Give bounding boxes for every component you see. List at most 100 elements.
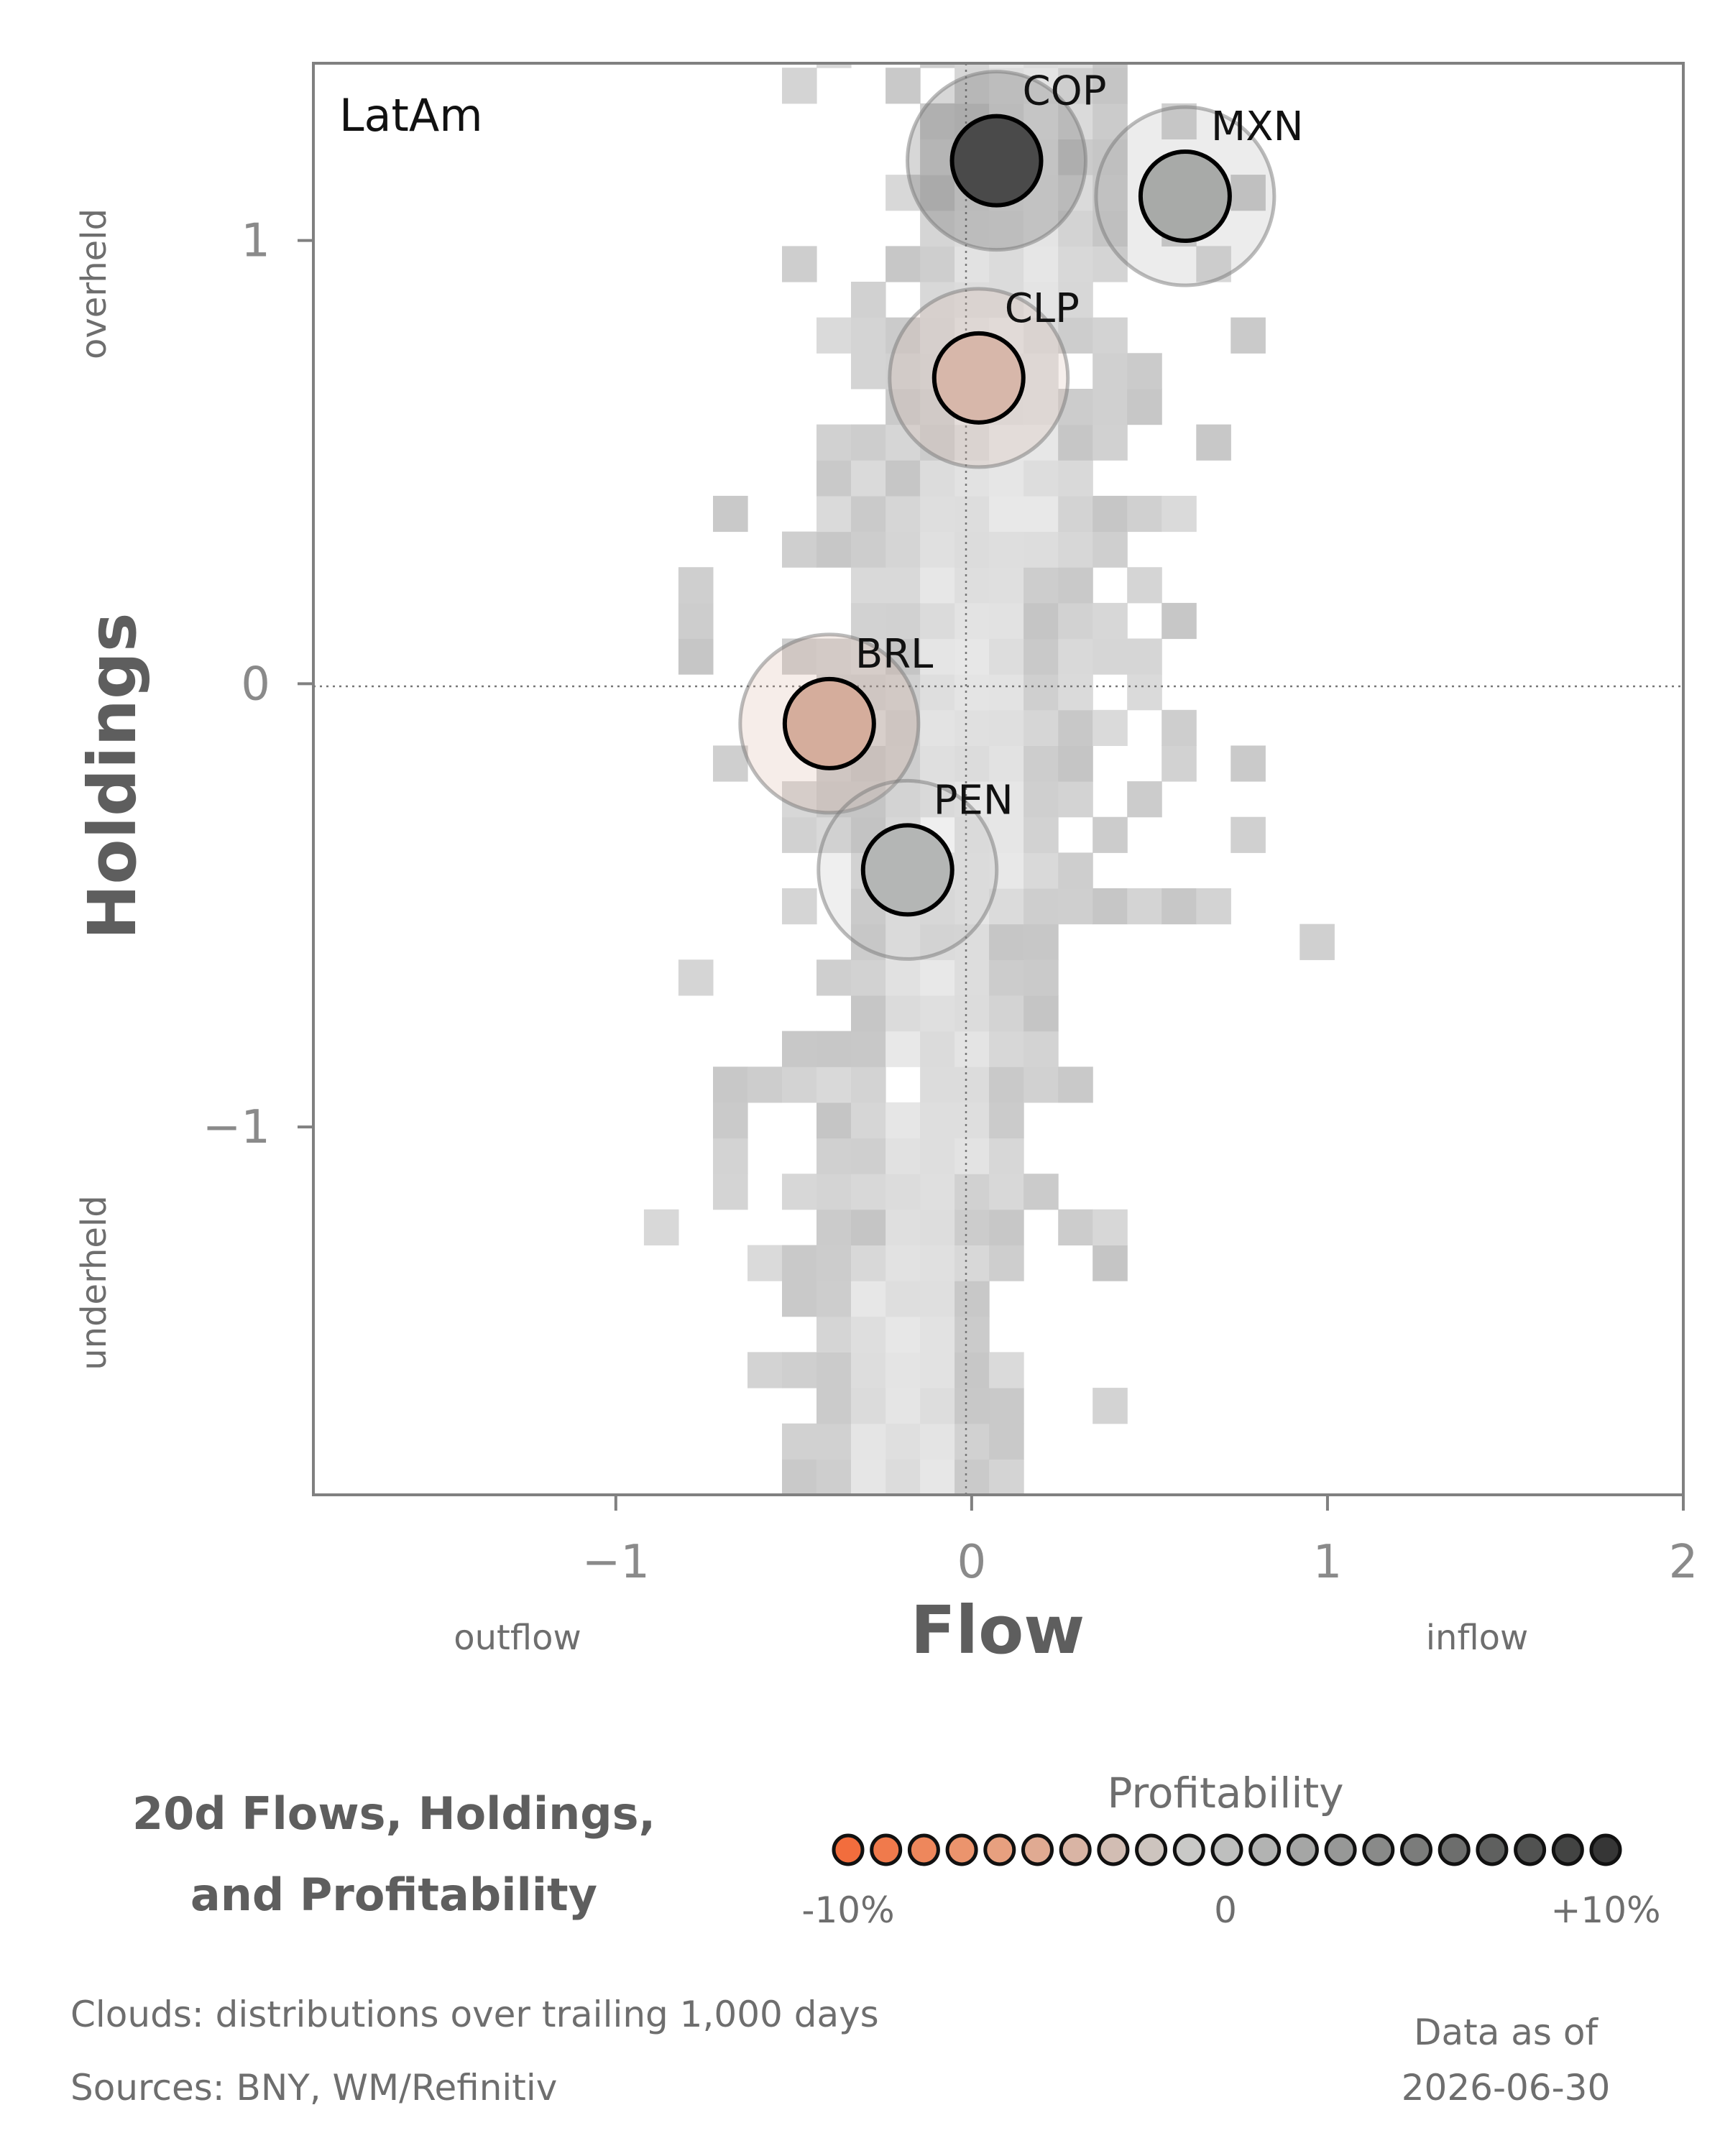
point-cop <box>949 114 1044 208</box>
cloud-cell <box>851 282 886 318</box>
legend-min-label: -10% <box>801 1889 894 1931</box>
cloud-cell <box>886 1352 921 1388</box>
cloud-cell <box>1058 68 1093 104</box>
cloud-cell <box>989 1138 1024 1174</box>
point-clp <box>932 331 1026 425</box>
cloud-cell <box>886 1031 921 1067</box>
legend-dot <box>1400 1833 1432 1866</box>
cloud-cell <box>954 1209 990 1245</box>
legend-dot <box>1021 1833 1054 1866</box>
cloud-cell <box>954 246 990 282</box>
legend-dot <box>870 1833 903 1866</box>
cloud-cell <box>954 1352 990 1388</box>
cloud-cell <box>1024 1031 1059 1067</box>
cloud-cell <box>1127 674 1162 711</box>
cloud-cell <box>678 602 714 640</box>
sources-note: Sources: BNY, WM/Refinitiv <box>70 2067 557 2109</box>
cloud-cell <box>782 1245 817 1281</box>
cloud-cell <box>1024 68 1059 104</box>
cloud-cell <box>954 959 990 996</box>
cloud-cell <box>920 567 955 604</box>
cloud-cell <box>816 1031 852 1067</box>
cloud-cell <box>886 995 921 1032</box>
cloud-cell <box>1162 709 1197 746</box>
cloud-cell <box>954 1102 990 1139</box>
cloud-cell <box>920 246 955 282</box>
legend-dot <box>1059 1833 1092 1866</box>
cloud-cell <box>851 959 886 996</box>
cloud-cell <box>851 424 886 461</box>
cloud-cell <box>989 781 1024 818</box>
cloud-cell <box>954 709 990 746</box>
cloud-cell <box>782 1031 817 1067</box>
cloud-cell <box>851 353 886 390</box>
legend-dot <box>1286 1833 1319 1866</box>
cloud-cell <box>851 317 886 354</box>
cloud-cell <box>816 1388 852 1424</box>
cloud-cell <box>1058 709 1093 746</box>
cloud-cell <box>1092 1388 1128 1424</box>
cloud-cell <box>989 424 1024 461</box>
cloud-cell <box>886 1138 921 1174</box>
cloud-cell <box>713 1174 748 1210</box>
cloud-cell <box>1024 745 1059 782</box>
cloud-cell <box>1058 674 1093 711</box>
cloud-cell <box>1092 389 1128 425</box>
cloud-cell <box>1162 495 1197 533</box>
y-tick-label: 1 <box>241 215 270 268</box>
cloud-cell <box>1058 495 1093 533</box>
cloud-cell <box>920 959 955 996</box>
cloud-cell <box>1024 567 1059 604</box>
cloud-cell <box>920 63 955 68</box>
cloud-cell <box>1058 63 1093 68</box>
legend-dot <box>1362 1833 1395 1866</box>
cloud-cell <box>816 1423 852 1460</box>
legend-dot <box>1135 1833 1168 1866</box>
point-label-pen: PEN <box>934 777 1013 824</box>
cloud-cell <box>989 638 1024 675</box>
cloud-cell <box>816 638 852 675</box>
cloud-cell <box>886 1423 921 1460</box>
cloud-cell <box>920 1388 955 1424</box>
legend-dot <box>1172 1833 1205 1866</box>
cloud-cell <box>1024 923 1059 960</box>
cloud-cell <box>851 460 886 497</box>
y-axis-bottom-label: underheld <box>74 1195 114 1370</box>
cloud-cell <box>713 495 748 533</box>
point-brl <box>782 676 876 770</box>
legend-dot <box>1476 1833 1509 1866</box>
legend-dot <box>1097 1833 1130 1866</box>
x-axis-left-label: outflow <box>454 1618 581 1658</box>
cloud-cell <box>920 709 955 746</box>
cloud-cell <box>989 995 1024 1032</box>
cloud-cell <box>782 68 817 104</box>
cloud-cell <box>1024 495 1059 533</box>
cloud-cell <box>1058 246 1093 282</box>
cloud-cell <box>1162 745 1197 782</box>
cloud-cell <box>748 1352 783 1388</box>
cloud-cell <box>1300 923 1335 960</box>
cloud-cell <box>989 495 1024 533</box>
cloud-cell <box>989 1459 1024 1495</box>
cloud-cell <box>678 638 714 675</box>
cloud-cell <box>1092 353 1128 390</box>
cloud-cell <box>816 460 852 497</box>
cloud-cell <box>886 959 921 996</box>
cloud-cell <box>954 1388 990 1424</box>
cloud-cell <box>954 602 990 640</box>
cloud-cell <box>920 424 955 461</box>
cloud-cell <box>886 638 921 675</box>
cloud-cell <box>782 816 817 853</box>
cloud-cell <box>1092 638 1128 675</box>
cloud-cell <box>816 1138 852 1174</box>
cloud-cell <box>1024 959 1059 996</box>
cloud-cell <box>920 175 955 211</box>
cloud-cell <box>1230 317 1266 354</box>
cloud-cell <box>816 495 852 533</box>
cloud-cell <box>989 1209 1024 1245</box>
cloud-cell <box>782 1281 817 1317</box>
cloud-cell <box>851 1352 886 1388</box>
cloud-cell <box>954 63 990 68</box>
cloud-cell <box>1058 602 1093 640</box>
